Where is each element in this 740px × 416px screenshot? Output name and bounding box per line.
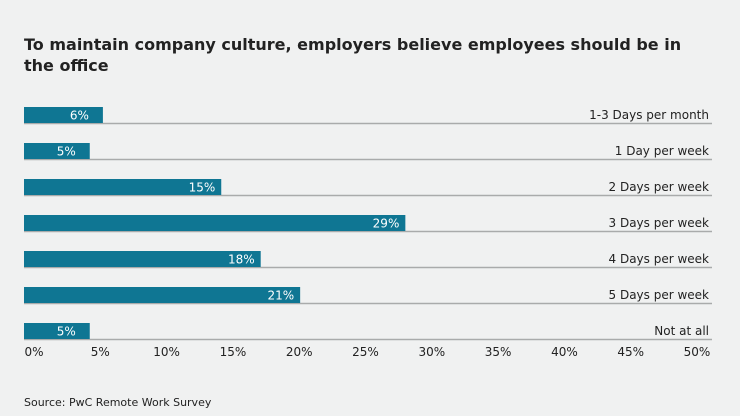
bar-value-label: 29% bbox=[373, 217, 400, 231]
bar bbox=[24, 251, 261, 267]
bar bbox=[24, 143, 90, 159]
bar-value-label: 18% bbox=[228, 253, 255, 267]
x-tick-label: 5% bbox=[91, 345, 110, 359]
x-tick-label: 30% bbox=[418, 345, 445, 359]
x-tick-label: 20% bbox=[286, 345, 313, 359]
category-label: 1 Day per week bbox=[615, 144, 709, 158]
bar bbox=[24, 287, 301, 303]
category-label: 1-3 Days per month bbox=[589, 108, 709, 122]
x-tick-label: 15% bbox=[220, 345, 247, 359]
category-label: 5 Days per week bbox=[609, 288, 710, 302]
x-tick-label: 0% bbox=[24, 345, 43, 359]
bar bbox=[24, 179, 222, 195]
chart-title: To maintain company culture, employers b… bbox=[24, 35, 682, 75]
category-label: 3 Days per week bbox=[609, 216, 710, 230]
bar-value-label: 6% bbox=[70, 109, 89, 123]
bar-value-label: 21% bbox=[267, 289, 294, 303]
source-note: Source: PwC Remote Work Survey bbox=[24, 396, 212, 409]
x-tick-label: 25% bbox=[352, 345, 379, 359]
bar-value-label: 15% bbox=[189, 181, 216, 195]
x-tick-label: 50% bbox=[684, 345, 711, 359]
x-tick-label: 35% bbox=[485, 345, 512, 359]
bar-value-label: 5% bbox=[57, 145, 76, 159]
category-label: Not at all bbox=[654, 324, 709, 338]
category-label: 4 Days per week bbox=[609, 252, 710, 266]
x-tick-label: 40% bbox=[551, 345, 578, 359]
x-tick-label: 45% bbox=[617, 345, 644, 359]
bar-value-label: 5% bbox=[57, 325, 76, 339]
bar bbox=[24, 323, 90, 339]
bar bbox=[24, 215, 406, 231]
bar bbox=[24, 107, 103, 123]
x-tick-label: 10% bbox=[153, 345, 180, 359]
category-label: 2 Days per week bbox=[609, 180, 710, 194]
